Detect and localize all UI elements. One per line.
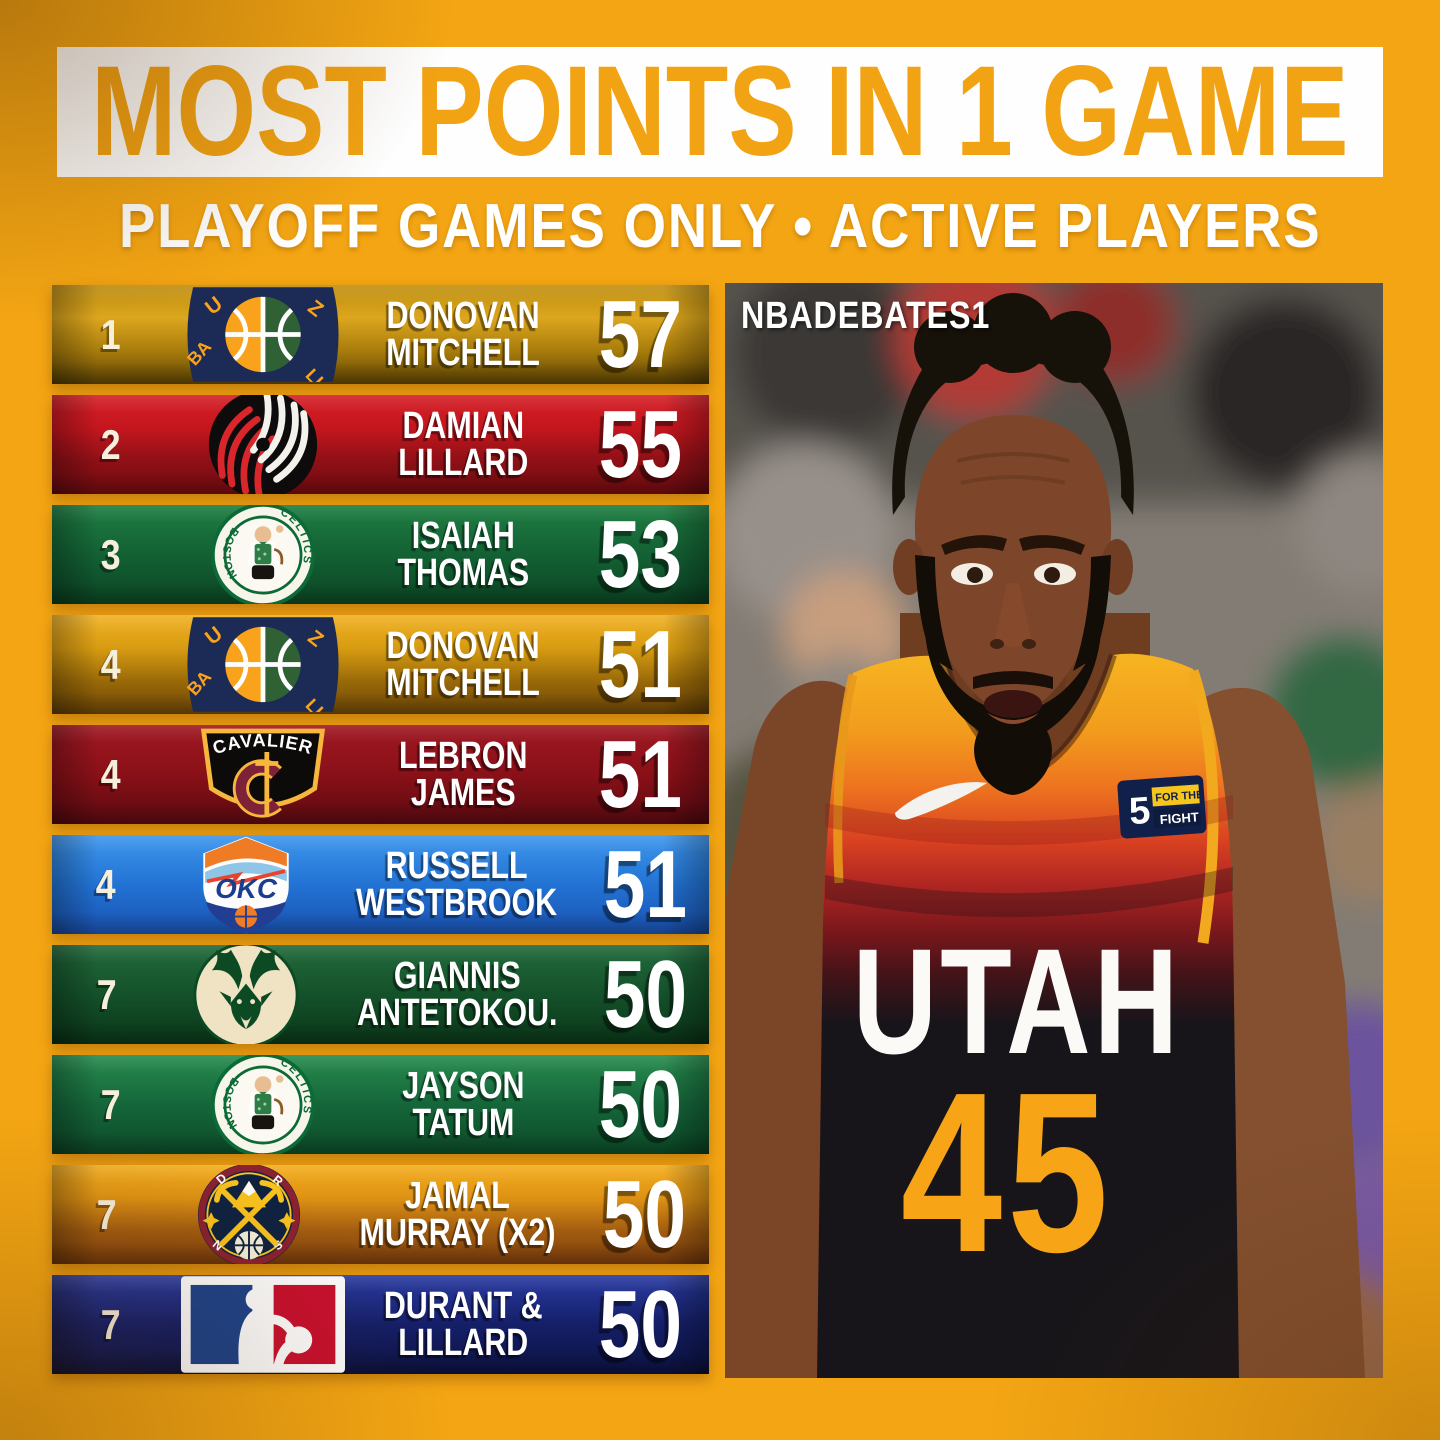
table-row: 3 BOSTON CELTICS ISAIAH THOMAS 53 bbox=[52, 505, 709, 604]
title-banner: MOST POINTS IN 1 GAME bbox=[57, 47, 1383, 177]
rank-number: 4 bbox=[101, 640, 121, 688]
table-row: 1 U Z BA LL DONOVAN MITCHELL 57 bbox=[52, 285, 709, 384]
table-row: 7 D R N S JAMAL MURRAY (X2) 50 bbox=[52, 1165, 709, 1264]
player-name: GIANNIS ANTETOKOU. bbox=[356, 954, 558, 1034]
cavaliers-logo: CAVALIERS bbox=[170, 725, 356, 824]
subtitle-text: PLAYOFF GAMES ONLY • ACTIVE PLAYERS bbox=[118, 192, 1322, 261]
celtics-logo: BOSTON CELTICS bbox=[170, 1055, 356, 1154]
player-name: LEBRON JAMES bbox=[399, 734, 528, 814]
rank-number: 4 bbox=[96, 860, 117, 908]
table-row: 7 BOSTON CELTICS JAYSON TATUM 50 bbox=[52, 1055, 709, 1154]
svg-text:FOR THE: FOR THE bbox=[1155, 789, 1204, 804]
subtitle: PLAYOFF GAMES ONLY • ACTIVE PLAYERS bbox=[0, 196, 1440, 258]
jersey-number: 45 bbox=[901, 1044, 1113, 1299]
player-name: RUSSELL WESTBROOK bbox=[356, 844, 558, 924]
svg-text:45: 45 bbox=[901, 1044, 1113, 1299]
svg-text:OKC: OKC bbox=[215, 873, 278, 904]
celtics-logo: BOSTON CELTICS bbox=[170, 505, 356, 604]
jersey-team-text: UTAH bbox=[853, 917, 1182, 1085]
okc-thunder-logo: OKC bbox=[160, 835, 331, 934]
page-title: MOST POINTS IN 1 GAME bbox=[91, 40, 1349, 183]
nuggets-logo: D R N S bbox=[162, 1165, 335, 1264]
player-name: DONOVAN MITCHELL bbox=[386, 294, 541, 374]
points-value: 50 bbox=[603, 1165, 687, 1264]
points-value: 51 bbox=[598, 725, 682, 824]
player-photo: 5 FOR THE FIGHT UTAH 45 bbox=[725, 283, 1383, 1378]
svg-text:BOSTON: BOSTON bbox=[220, 525, 241, 583]
player-name: ISAIAH THOMAS bbox=[397, 514, 530, 594]
player-head bbox=[892, 293, 1134, 795]
rank-number: 4 bbox=[101, 750, 121, 798]
table-row: 4 OKC RUSSELL WESTBROOK 51 bbox=[52, 835, 709, 934]
nike-swoosh-icon bbox=[895, 782, 987, 820]
points-value: 50 bbox=[598, 1275, 682, 1374]
points-value: 51 bbox=[598, 615, 682, 714]
points-value: 50 bbox=[603, 945, 688, 1044]
rank-number: 3 bbox=[101, 530, 121, 578]
utah-jazz-logo: U Z BA LL bbox=[170, 615, 356, 714]
watermark: NBADEBATES1 bbox=[741, 295, 991, 337]
table-row: 7 DURANT & LILLARD 50 bbox=[52, 1275, 709, 1374]
svg-text:FIGHT: FIGHT bbox=[1159, 809, 1199, 827]
table-row: 4 U Z BA LL DONOVAN MITCHELL 51 bbox=[52, 615, 709, 714]
five-for-the-fight-patch: 5 FOR THE FIGHT bbox=[1117, 775, 1207, 839]
nba-logo bbox=[170, 1275, 356, 1374]
table-row: 2 DAMIAN LILLARD 55 bbox=[52, 395, 709, 494]
svg-text:UTAH: UTAH bbox=[853, 917, 1182, 1085]
svg-text:BOSTON: BOSTON bbox=[220, 1075, 241, 1133]
points-value: 51 bbox=[604, 835, 688, 934]
table-row: 7 GIANNIS ANTETOKOU. 50 bbox=[52, 945, 709, 1044]
rank-number: 1 bbox=[101, 310, 121, 358]
rank-number: 7 bbox=[96, 970, 117, 1018]
player-name: DAMIAN LILLARD bbox=[398, 404, 529, 484]
svg-text:5: 5 bbox=[1128, 790, 1152, 833]
player-name: DONOVAN MITCHELL bbox=[386, 624, 541, 704]
utah-jazz-logo: U Z BA LL bbox=[170, 285, 356, 384]
points-value: 55 bbox=[598, 395, 682, 494]
ranking-list: 1 U Z BA LL DONOVAN MITCHELL 57 2 DAMIAN LIL… bbox=[52, 285, 709, 1385]
rank-number: 7 bbox=[101, 1300, 121, 1348]
points-value: 53 bbox=[598, 505, 682, 604]
bucks-logo bbox=[161, 945, 332, 1044]
rank-number: 7 bbox=[97, 1190, 117, 1238]
rank-number: 7 bbox=[101, 1080, 121, 1128]
player-name: DURANT & LILLARD bbox=[384, 1284, 543, 1364]
trail-blazers-logo bbox=[170, 395, 356, 494]
player-photo-art: 5 FOR THE FIGHT UTAH 45 bbox=[725, 283, 1383, 1378]
player-figure: 5 FOR THE FIGHT UTAH 45 bbox=[725, 293, 1365, 1378]
points-value: 57 bbox=[598, 285, 682, 384]
player-name: JAMAL MURRAY (X2) bbox=[359, 1174, 556, 1254]
points-value: 50 bbox=[598, 1055, 682, 1154]
rank-number: 2 bbox=[101, 420, 121, 468]
player-name: JAYSON TATUM bbox=[402, 1064, 525, 1144]
